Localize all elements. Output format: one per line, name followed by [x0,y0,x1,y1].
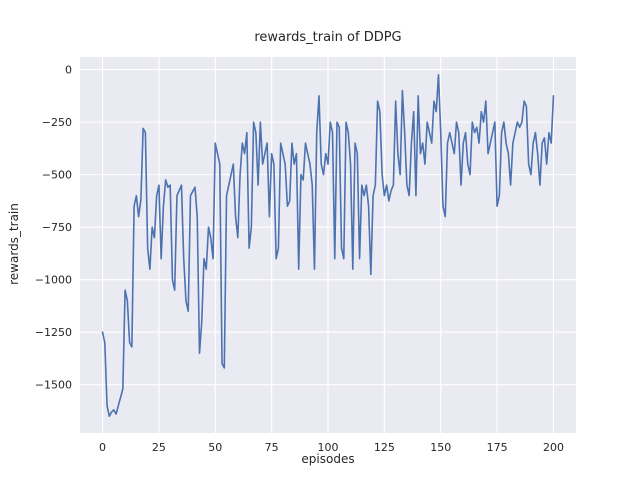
y-tick-label: −1250 [35,326,72,339]
x-axis-label: episodes [301,452,355,466]
x-tick-label: 150 [430,441,451,454]
y-tick-label: −1500 [35,379,72,392]
x-tick-label: 100 [318,441,339,454]
x-tick-label: 0 [99,441,106,454]
x-tick-label: 50 [208,441,222,454]
y-tick-label: −250 [42,116,72,129]
x-tick-label: 175 [487,441,508,454]
chart-title: rewards_train of DDPG [254,30,402,45]
x-tick-label: 75 [265,441,279,454]
x-tick-label: 200 [543,441,564,454]
x-tick-label: 25 [152,441,166,454]
x-tick-label: 125 [374,441,395,454]
y-tick-label: −1000 [35,274,72,287]
reward-line [101,74,555,417]
y-tick-label: −750 [42,221,72,234]
y-tick-label: 0 [65,64,72,77]
y-tick-label: −500 [42,169,72,182]
